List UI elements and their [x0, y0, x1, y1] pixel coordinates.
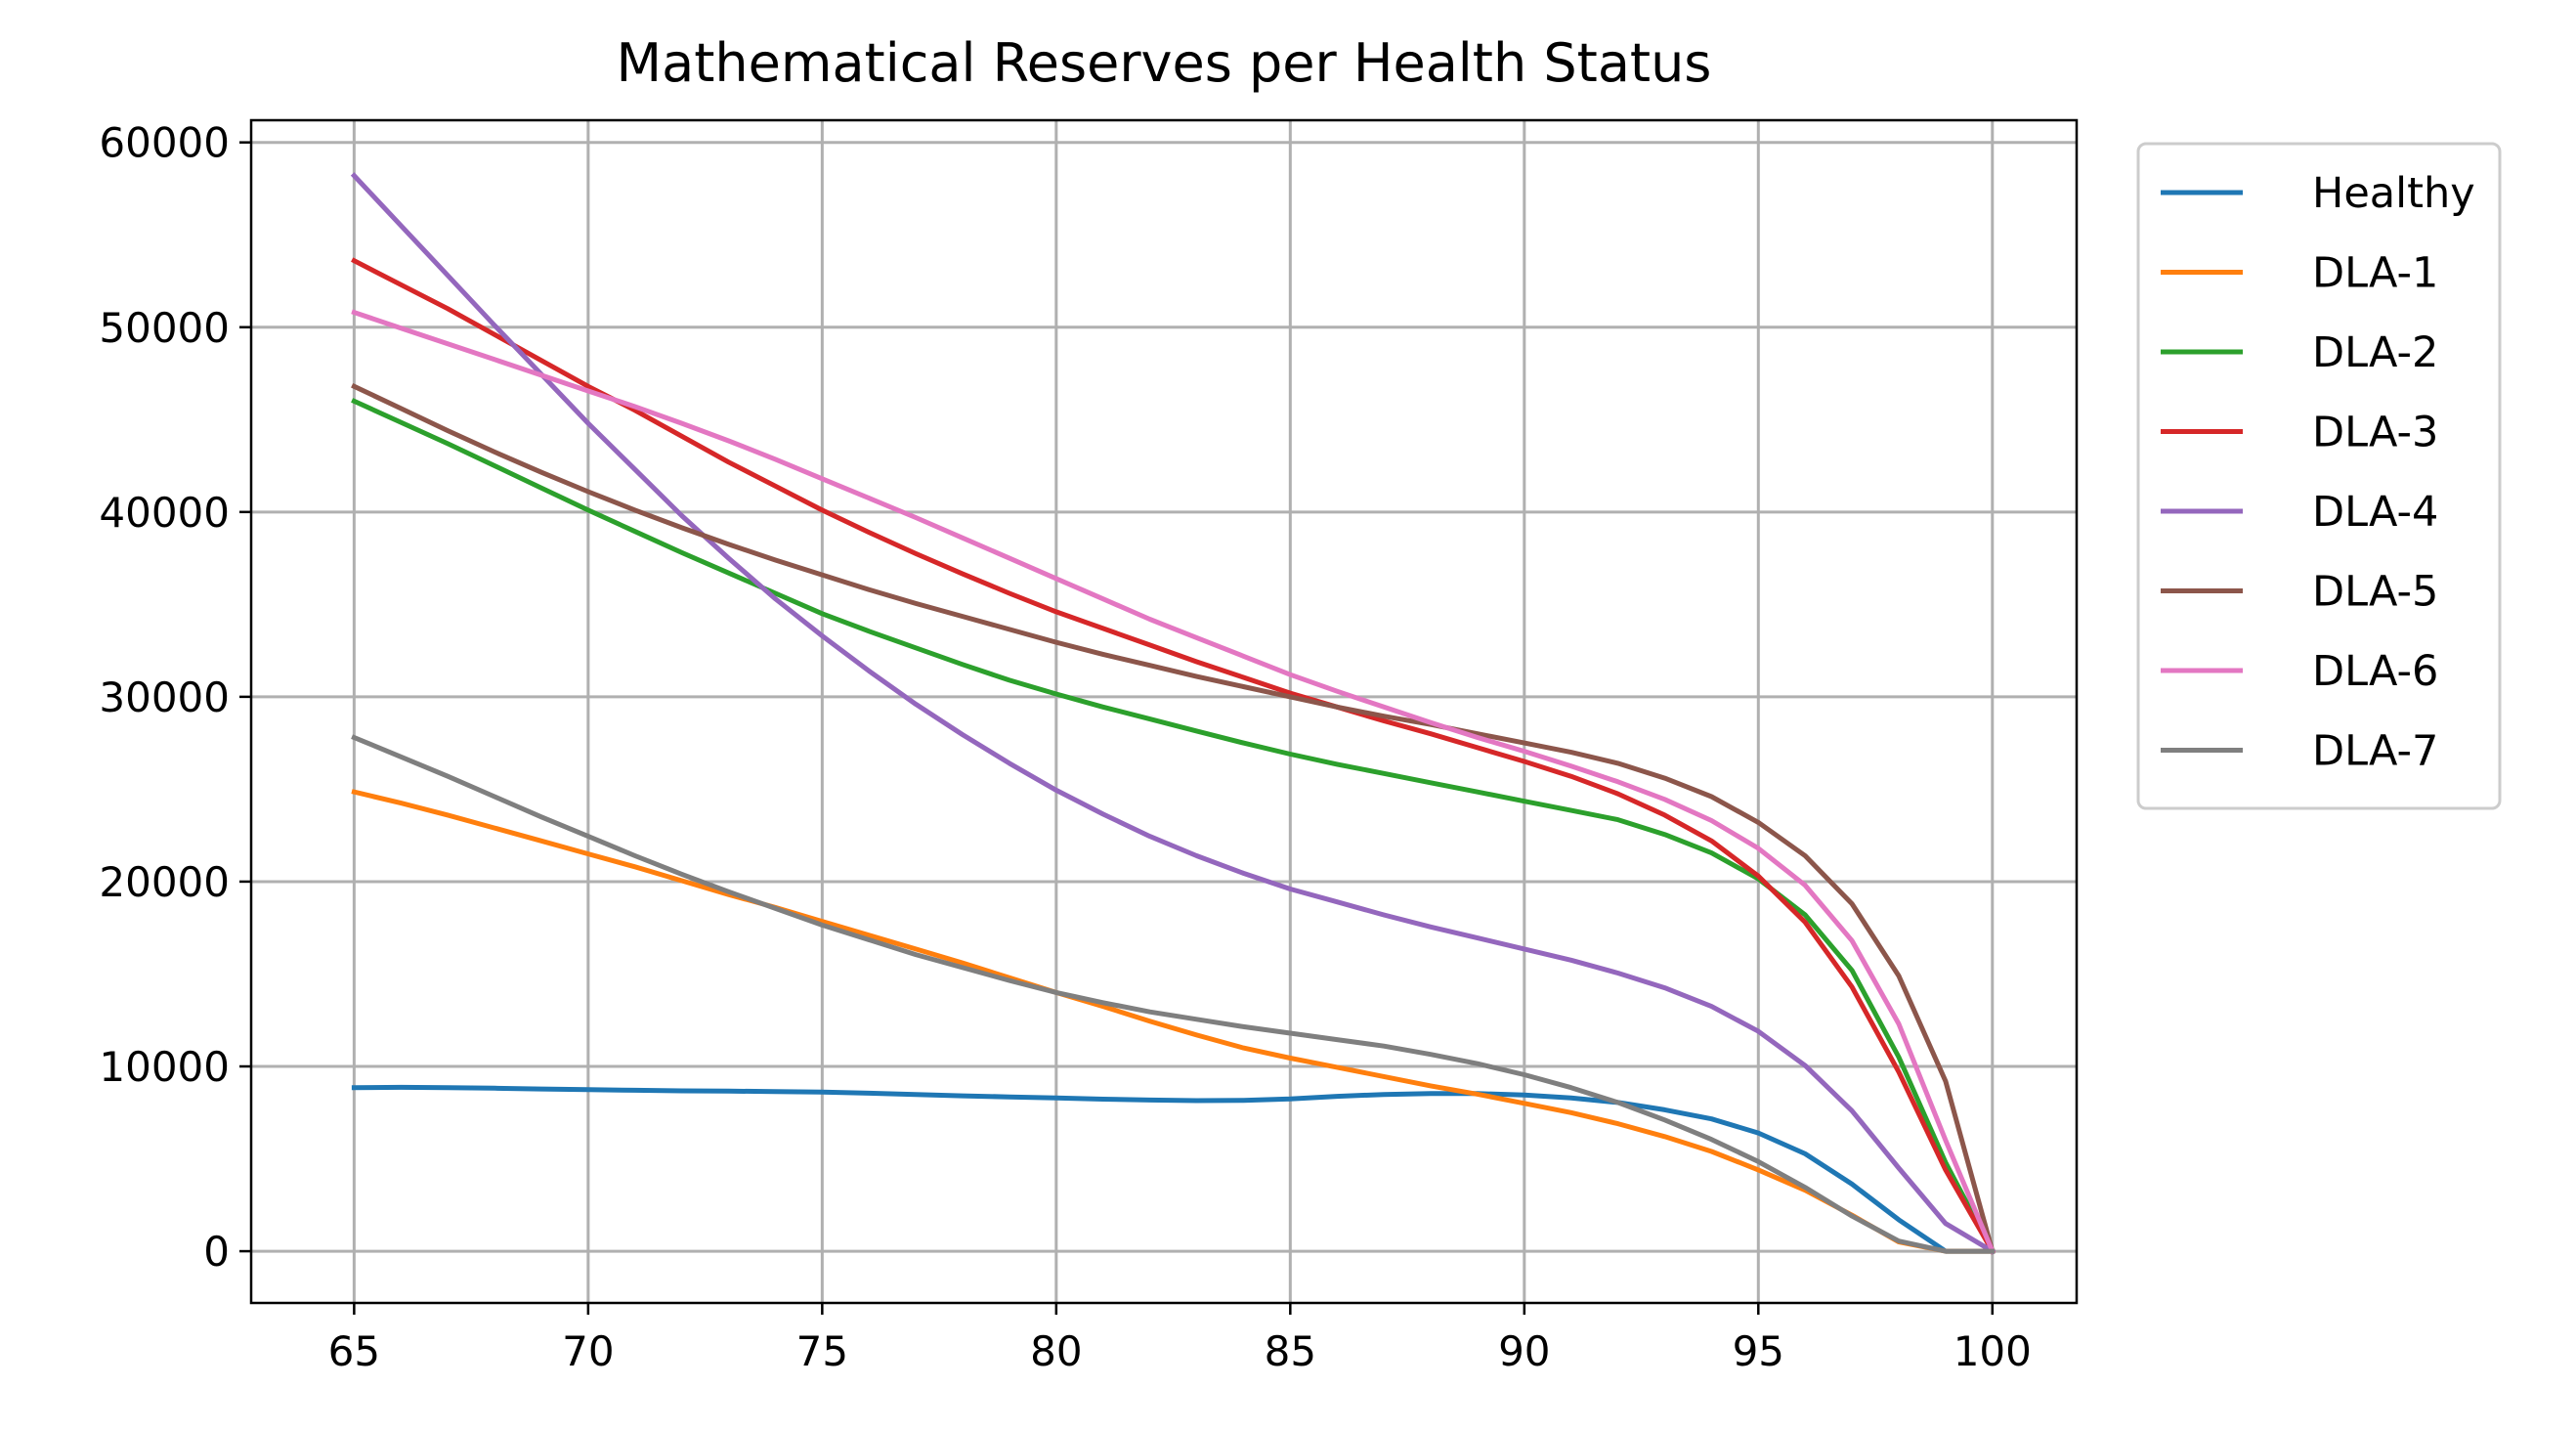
y-tick-label: 60000	[99, 119, 230, 167]
y-tick-label: 10000	[99, 1043, 230, 1091]
legend: Healthy DLA-1 DLA-2 DLA-3 DLA-4 DLA-5 DLA-6 DLA…	[2136, 142, 2502, 810]
series-line-dla-1	[351, 789, 1996, 1254]
series-line-dla-6	[351, 309, 1996, 1255]
x-tick-label: 100	[1953, 1327, 2032, 1375]
legend-label-dla-2: DLA-2	[2312, 328, 2438, 377]
y-tick-label: 20000	[99, 858, 230, 906]
y-tick-label: 30000	[99, 673, 230, 721]
x-tick-label: 75	[796, 1327, 848, 1375]
x-tick-label: 70	[562, 1327, 614, 1375]
x-tick-label: 65	[328, 1327, 380, 1375]
series-line-dla-2	[351, 398, 1996, 1255]
legend-label-healthy: Healthy	[2312, 169, 2475, 218]
series-line-dla-4	[350, 172, 1996, 1255]
tick-layer: 65 70 75 80 85 90 95 100 0 10000 20000 30000 40000 50…	[99, 119, 2031, 1375]
y-tick-label: 0	[203, 1228, 230, 1276]
chart-title: Mathematical Reserves per Health Status	[617, 32, 1712, 94]
legend-label-dla-3: DLA-3	[2312, 409, 2438, 457]
legend-label-dla-1: DLA-1	[2312, 249, 2438, 298]
series-layer	[350, 172, 1996, 1255]
legend-frame	[2136, 142, 2502, 810]
series-line-dla-5	[351, 382, 1996, 1255]
y-tick-label: 40000	[99, 489, 230, 537]
legend-label-dla-6: DLA-6	[2312, 647, 2438, 696]
plot-area-frame	[249, 118, 2079, 1305]
x-tick-label: 95	[1733, 1327, 1784, 1375]
legend-label-dla-7: DLA-7	[2312, 727, 2438, 776]
y-tick-label: 50000	[99, 304, 230, 352]
x-tick-label: 90	[1498, 1327, 1550, 1375]
x-tick-label: 80	[1030, 1327, 1082, 1375]
series-line-healthy	[351, 1084, 1996, 1254]
x-tick-label: 85	[1265, 1327, 1316, 1375]
grid-layer	[251, 120, 2077, 1303]
legend-label-dla-5: DLA-5	[2312, 568, 2438, 617]
legend-label-dla-4: DLA-4	[2312, 488, 2438, 537]
series-line-dla-7	[351, 734, 1996, 1254]
